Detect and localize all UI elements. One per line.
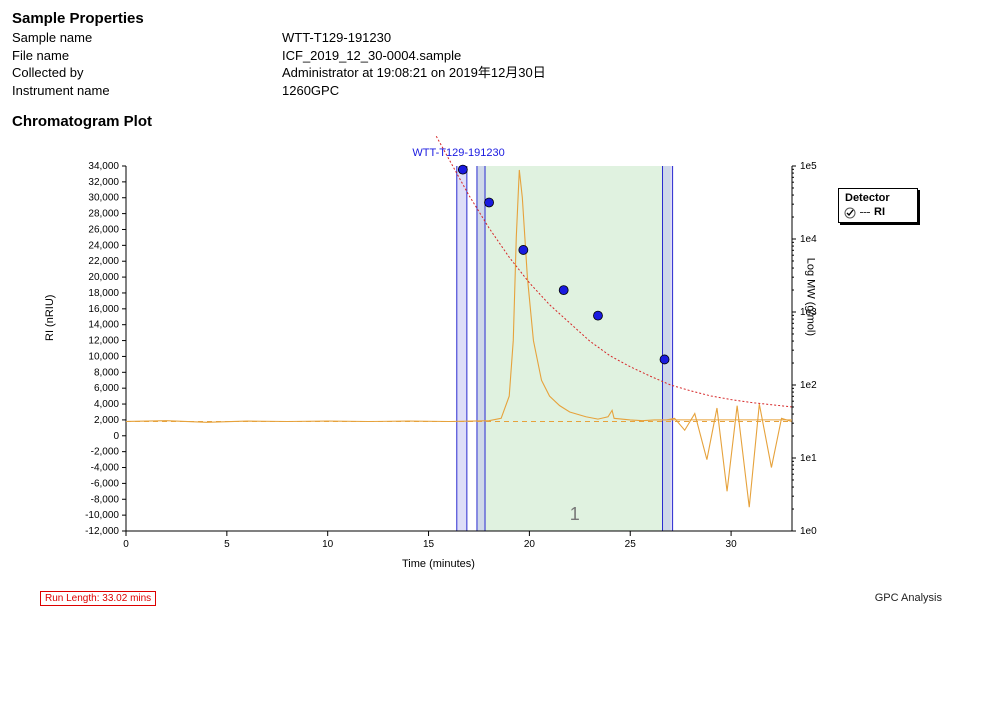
legend-checkbox-icon[interactable] bbox=[845, 207, 856, 218]
svg-text:-10,000: -10,000 bbox=[85, 510, 119, 521]
property-label: Sample name bbox=[12, 29, 282, 47]
gpc-analysis-label: GPC Analysis bbox=[875, 592, 942, 604]
legend-item-ri[interactable]: RI bbox=[845, 206, 911, 218]
svg-text:10: 10 bbox=[322, 539, 334, 550]
svg-text:-12,000: -12,000 bbox=[85, 526, 119, 537]
svg-text:1e0: 1e0 bbox=[800, 526, 817, 537]
svg-text:25: 25 bbox=[625, 539, 637, 550]
svg-text:1e1: 1e1 bbox=[800, 453, 817, 464]
property-value: WTT-T129-191230 bbox=[282, 29, 975, 47]
svg-text:0: 0 bbox=[113, 431, 119, 442]
properties-block: Sample nameWTT-T129-191230File nameICF_2… bbox=[12, 29, 975, 99]
property-row: Sample nameWTT-T129-191230 bbox=[12, 29, 975, 47]
svg-text:32,000: 32,000 bbox=[88, 177, 119, 188]
property-value: Administrator at 19:08:21 on 2019年12月30日 bbox=[282, 64, 975, 82]
svg-text:20,000: 20,000 bbox=[88, 272, 119, 283]
svg-text:20: 20 bbox=[524, 539, 536, 550]
svg-text:30,000: 30,000 bbox=[88, 193, 119, 204]
svg-text:28,000: 28,000 bbox=[88, 209, 119, 220]
svg-text:15: 15 bbox=[423, 539, 435, 550]
run-length-badge: Run Length: 33.02 mins bbox=[40, 591, 156, 606]
svg-text:30: 30 bbox=[726, 539, 738, 550]
property-value: ICF_2019_12_30-0004.sample bbox=[282, 47, 975, 65]
svg-text:2,000: 2,000 bbox=[94, 415, 119, 426]
peak-number-label: 1 bbox=[570, 504, 580, 525]
svg-text:18,000: 18,000 bbox=[88, 288, 119, 299]
property-label: Instrument name bbox=[12, 82, 282, 100]
legend-title: Detector bbox=[845, 192, 911, 204]
svg-text:6,000: 6,000 bbox=[94, 383, 119, 394]
svg-text:24,000: 24,000 bbox=[88, 241, 119, 252]
svg-text:-8,000: -8,000 bbox=[91, 494, 120, 505]
svg-text:14,000: 14,000 bbox=[88, 320, 119, 331]
property-label: File name bbox=[12, 47, 282, 65]
chromatogram-plot: WTT-T129-191230 051015202530-12,000-10,0… bbox=[12, 136, 972, 606]
plot-canvas: 051015202530-12,000-10,000-8,000-6,000-4… bbox=[12, 136, 972, 576]
svg-text:16,000: 16,000 bbox=[88, 304, 119, 315]
svg-text:8,000: 8,000 bbox=[94, 367, 119, 378]
property-row: File nameICF_2019_12_30-0004.sample bbox=[12, 47, 975, 65]
sample-properties-title: Sample Properties bbox=[12, 10, 975, 27]
svg-text:12,000: 12,000 bbox=[88, 336, 119, 347]
svg-text:10,000: 10,000 bbox=[88, 352, 119, 363]
svg-text:1e2: 1e2 bbox=[800, 380, 817, 391]
legend-item-label: RI bbox=[874, 206, 885, 218]
svg-text:26,000: 26,000 bbox=[88, 225, 119, 236]
svg-text:0: 0 bbox=[123, 539, 129, 550]
legend-dash-icon bbox=[860, 212, 870, 213]
svg-text:34,000: 34,000 bbox=[88, 161, 119, 172]
svg-text:1e4: 1e4 bbox=[800, 234, 817, 245]
plot-section-title: Chromatogram Plot bbox=[12, 113, 975, 130]
property-value: 1260GPC bbox=[282, 82, 975, 100]
svg-text:-6,000: -6,000 bbox=[91, 479, 120, 490]
svg-text:1e5: 1e5 bbox=[800, 161, 817, 172]
y1-axis-label: RI (nRIU) bbox=[44, 295, 56, 341]
property-row: Instrument name1260GPC bbox=[12, 82, 975, 100]
svg-text:22,000: 22,000 bbox=[88, 256, 119, 267]
svg-text:-4,000: -4,000 bbox=[91, 463, 120, 474]
svg-text:-2,000: -2,000 bbox=[91, 447, 120, 458]
svg-text:5: 5 bbox=[224, 539, 230, 550]
y2-axis-label: Log MW (g/mol) bbox=[804, 258, 816, 336]
svg-text:4,000: 4,000 bbox=[94, 399, 119, 410]
x-axis-label: Time (minutes) bbox=[402, 558, 475, 570]
property-label: Collected by bbox=[12, 64, 282, 82]
legend: Detector RI bbox=[838, 188, 918, 223]
property-row: Collected byAdministrator at 19:08:21 on… bbox=[12, 64, 975, 82]
